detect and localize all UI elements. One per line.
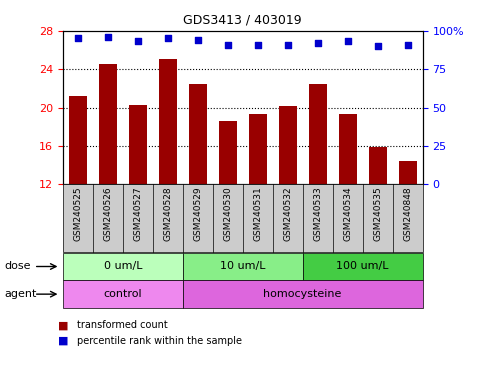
Text: 100 um/L: 100 um/L (336, 262, 389, 271)
Text: GSM240530: GSM240530 (223, 186, 232, 241)
Text: GSM240525: GSM240525 (73, 186, 82, 241)
Point (374, 43, 382, 49)
Bar (339, 114, 356, 184)
Point (344, 38, 352, 45)
Point (134, 38, 142, 45)
Text: GSM240528: GSM240528 (163, 186, 172, 241)
Text: GSM240535: GSM240535 (373, 186, 382, 241)
Text: 10 um/L: 10 um/L (220, 262, 266, 271)
Point (104, 34, 112, 40)
Point (254, 41, 262, 48)
Point (74, 35, 82, 41)
Bar (309, 84, 327, 184)
Bar (69, 96, 87, 184)
Point (314, 40, 322, 46)
Text: agent: agent (5, 289, 37, 299)
Bar (249, 114, 267, 184)
Text: 0 um/L: 0 um/L (103, 262, 142, 271)
Text: GSM240532: GSM240532 (283, 186, 292, 241)
Bar (159, 58, 177, 184)
Point (194, 37, 201, 43)
Point (224, 41, 231, 48)
Text: GSM240526: GSM240526 (103, 186, 112, 241)
Bar (189, 84, 207, 184)
Text: percentile rank within the sample: percentile rank within the sample (77, 336, 242, 346)
Text: ■: ■ (57, 336, 68, 346)
Text: GSM240529: GSM240529 (193, 186, 202, 241)
Text: transformed count: transformed count (77, 320, 168, 330)
Text: control: control (103, 289, 142, 299)
Point (164, 35, 171, 41)
Point (284, 41, 292, 48)
Bar (369, 147, 386, 184)
Text: homocysteine: homocysteine (264, 289, 342, 299)
Text: GSM240531: GSM240531 (253, 186, 262, 241)
Bar (99, 64, 117, 184)
Text: GSM240527: GSM240527 (133, 186, 142, 241)
Bar (219, 121, 237, 184)
Bar (398, 161, 417, 184)
Text: GSM240534: GSM240534 (343, 186, 352, 241)
Bar (279, 106, 297, 184)
Bar (129, 104, 147, 184)
Text: GSM240533: GSM240533 (313, 186, 322, 241)
Text: GDS3413 / 403019: GDS3413 / 403019 (184, 13, 302, 26)
Text: dose: dose (5, 262, 31, 271)
Point (404, 41, 412, 48)
Text: ■: ■ (57, 320, 68, 330)
Text: GSM240848: GSM240848 (403, 186, 412, 241)
